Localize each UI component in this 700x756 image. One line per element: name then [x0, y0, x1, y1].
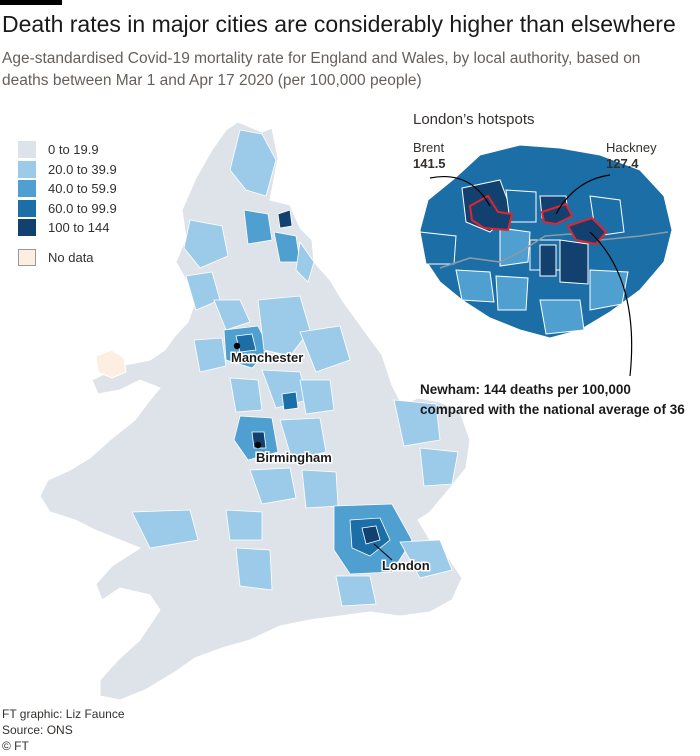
legend-item: 40.0 to 59.9 [18, 179, 117, 199]
london-inset-map [419, 144, 673, 339]
hackney-callout: Hackney 127.4 [606, 140, 657, 172]
credits: FT graphic: Liz Faunce Source: ONS © FT [2, 706, 125, 754]
legend-swatch [18, 180, 36, 198]
ft-header-bar [0, 0, 62, 5]
legend-item-no-data: No data [18, 248, 117, 268]
manchester-dot [233, 342, 241, 350]
graphic-credit: FT graphic: Liz Faunce [2, 707, 125, 721]
legend-swatch [18, 199, 36, 217]
legend-label: 60.0 to 99.9 [48, 200, 117, 216]
hackney-label: Hackney [606, 140, 657, 155]
legend-item: 100 to 144 [18, 218, 117, 238]
shaded-areas [131, 129, 459, 607]
legend-label: 20.0 to 39.9 [48, 161, 117, 177]
brent-label: Brent [413, 140, 445, 155]
brent-highlight [468, 194, 514, 232]
city-label-manchester: Manchester [231, 350, 303, 365]
legend-item: 20.0 to 39.9 [18, 160, 117, 180]
hackney-callout-line [555, 174, 611, 215]
chart-subtitle: Age-standardised Covid-19 mortality rate… [2, 50, 641, 89]
hackney-value: 127.4 [606, 156, 639, 171]
brent-callout-line [429, 176, 491, 207]
thames-river [439, 231, 669, 269]
legend-swatch-no-data [18, 248, 36, 266]
legend-swatch [18, 141, 36, 159]
brent-callout: Brent 141.5 [413, 140, 446, 172]
anglesey-no-data [95, 349, 127, 379]
inset-title: London’s hotspots [413, 111, 535, 128]
newham-highlight [566, 216, 608, 246]
legend-item: 0 to 19.9 [18, 140, 117, 160]
city-markers [233, 342, 393, 561]
source-credit: Source: ONS [2, 723, 73, 737]
legend-label: 0 to 19.9 [48, 142, 99, 158]
birmingham-dot [254, 441, 262, 449]
chart-title: Death rates in major cities are consider… [2, 11, 676, 37]
legend-label: 40.0 to 59.9 [48, 181, 117, 197]
legend-swatch [18, 160, 36, 178]
legend: 0 to 19.9 20.0 to 39.9 40.0 to 59.9 60.0… [18, 140, 117, 267]
city-label-birmingham: Birmingham [256, 450, 332, 465]
brent-value: 141.5 [413, 156, 446, 171]
legend-item: 60.0 to 99.9 [18, 199, 117, 219]
city-label-london: London [382, 558, 430, 573]
newham-callout-line [589, 231, 633, 377]
legend-label: 100 to 144 [48, 220, 110, 236]
copyright: © FT [2, 739, 29, 753]
legend-swatch [18, 219, 36, 237]
newham-note: Newham: 144 deaths per 100,000 compared … [420, 382, 685, 417]
london-pointer [373, 543, 393, 561]
legend-label-no-data: No data [48, 249, 94, 265]
